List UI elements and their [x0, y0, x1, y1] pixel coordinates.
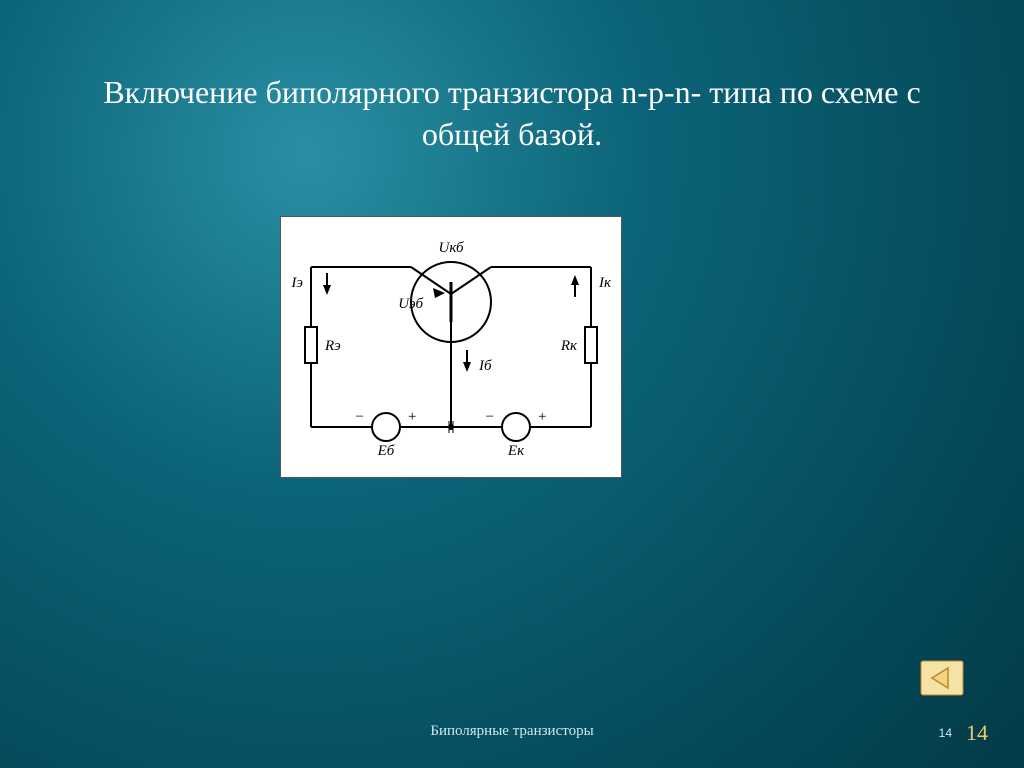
- svg-text:Uкб: Uкб: [438, 240, 463, 256]
- svg-text:−: −: [486, 409, 494, 425]
- circuit-diagram: − + − + Uкб Uэб Iэ Iк Iб Rэ Rк Eб Eк: [280, 216, 622, 478]
- svg-text:Eк: Eк: [507, 443, 525, 459]
- svg-text:Rк: Rк: [560, 338, 578, 354]
- svg-text:Rэ: Rэ: [324, 338, 341, 354]
- footer-text: Биполярные транзисторы: [430, 723, 593, 740]
- svg-text:Iэ: Iэ: [290, 275, 303, 291]
- svg-text:−: −: [356, 409, 364, 425]
- slide-number: 14: [966, 720, 988, 746]
- slide-title: Включение биполярного транзистора n-p-n-…: [60, 72, 964, 155]
- svg-text:+: +: [538, 409, 546, 425]
- prev-slide-button[interactable]: [920, 660, 964, 696]
- svg-text:Eб: Eб: [377, 443, 395, 459]
- svg-text:+: +: [408, 409, 416, 425]
- slide-number-small: 14: [939, 726, 952, 740]
- slide: Включение биполярного транзистора n-p-n-…: [0, 0, 1024, 768]
- svg-text:Iк: Iк: [598, 275, 612, 291]
- svg-text:Iб: Iб: [478, 358, 492, 374]
- svg-text:Uэб: Uэб: [398, 296, 423, 312]
- circuit-svg: − + − + Uкб Uэб Iэ Iк Iб Rэ Rк Eб Eк: [281, 217, 621, 477]
